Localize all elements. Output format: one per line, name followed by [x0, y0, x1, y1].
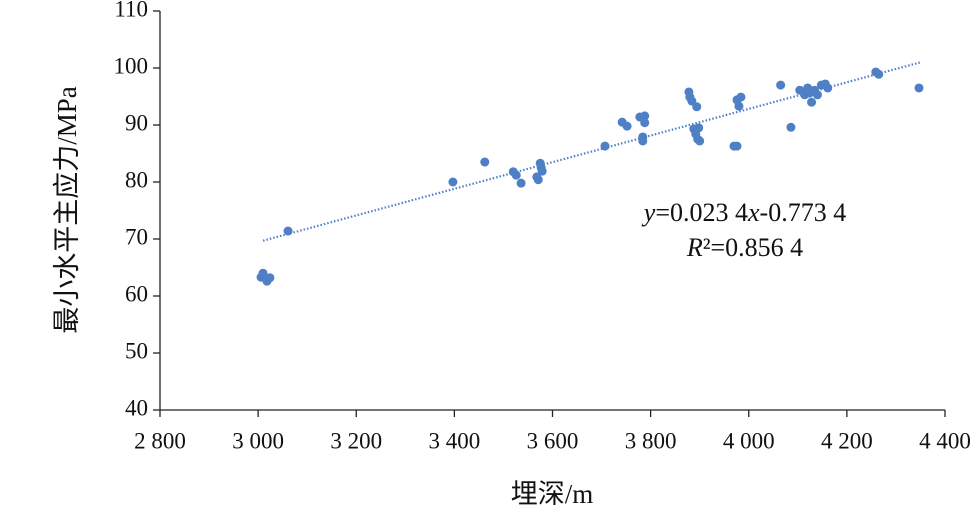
point — [640, 118, 650, 128]
point — [734, 101, 744, 111]
x-axis-label: 埋深/m — [511, 479, 594, 509]
point — [640, 111, 650, 121]
x-tick-label: 3 000 — [232, 428, 284, 453]
point — [736, 92, 746, 102]
x-tick-label: 3 800 — [625, 428, 677, 453]
y-tick-label: 90 — [125, 110, 148, 135]
point — [786, 122, 796, 132]
point — [776, 80, 786, 90]
point — [537, 166, 547, 176]
point — [511, 170, 521, 180]
point — [732, 141, 742, 151]
point — [692, 102, 702, 112]
x-tick-label: 3 200 — [330, 428, 382, 453]
point — [516, 178, 526, 188]
point — [283, 226, 293, 236]
x-tick-label: 4 400 — [919, 428, 971, 453]
point — [600, 141, 610, 151]
point — [258, 268, 268, 278]
point — [823, 83, 833, 93]
point — [874, 69, 884, 79]
x-tick-label: 2 800 — [134, 428, 186, 453]
point — [914, 83, 924, 93]
annotation: R²=0.856 4 — [686, 233, 803, 262]
point — [638, 136, 648, 146]
x-tick-label: 4 200 — [821, 428, 873, 453]
y-tick-label: 40 — [125, 395, 148, 420]
y-tick-label: 110 — [114, 0, 148, 21]
point — [695, 136, 705, 146]
annotation: y=0.023 4x-0.773 4 — [641, 198, 846, 227]
x-tick-label: 3 400 — [429, 428, 481, 453]
y-tick-label: 100 — [114, 53, 149, 78]
y-tick-label: 50 — [125, 338, 148, 363]
point — [480, 157, 490, 167]
y-tick-label: 60 — [125, 281, 148, 306]
x-tick-label: 4 000 — [723, 428, 775, 453]
x-tick-label: 3 600 — [527, 428, 579, 453]
point — [694, 123, 704, 133]
point — [622, 121, 632, 131]
point — [812, 90, 822, 100]
y-tick-label: 70 — [125, 224, 148, 249]
point — [448, 177, 458, 187]
y-axis-label: 最小水平主应力/MPa — [52, 86, 82, 334]
point — [265, 273, 275, 283]
point — [533, 175, 543, 185]
point — [807, 97, 817, 107]
y-tick-label: 80 — [125, 167, 148, 192]
